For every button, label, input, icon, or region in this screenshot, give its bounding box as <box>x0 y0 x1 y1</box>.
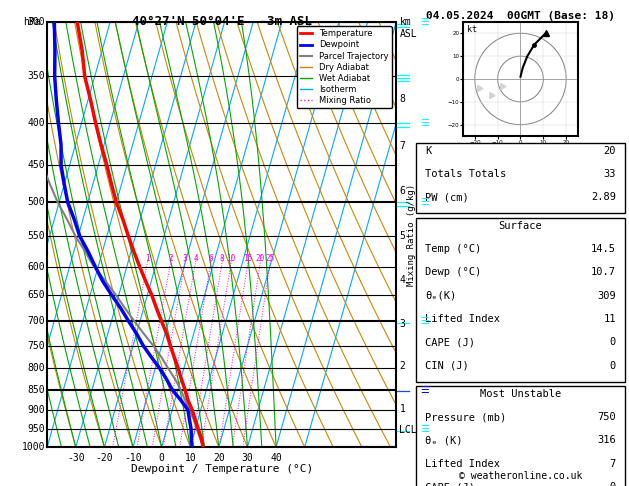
Text: CAPE (J): CAPE (J) <box>425 482 475 486</box>
Text: 900: 900 <box>28 405 45 415</box>
Text: 400: 400 <box>28 119 45 128</box>
Text: 650: 650 <box>28 290 45 300</box>
Text: ☰: ☰ <box>420 385 429 395</box>
Text: Pressure (mb): Pressure (mb) <box>425 412 506 422</box>
Text: 2.89: 2.89 <box>591 192 616 203</box>
Legend: Temperature, Dewpoint, Parcel Trajectory, Dry Adiabat, Wet Adiabat, Isotherm, Mi: Temperature, Dewpoint, Parcel Trajectory… <box>297 26 392 108</box>
Text: 1: 1 <box>145 254 150 262</box>
Text: 10: 10 <box>226 254 236 262</box>
Text: ☰: ☰ <box>420 17 429 27</box>
Text: 600: 600 <box>28 261 45 272</box>
Text: θₑ (K): θₑ (K) <box>425 435 462 446</box>
Text: 5: 5 <box>399 231 405 241</box>
Text: 316: 316 <box>597 435 616 446</box>
Text: 20: 20 <box>603 146 616 156</box>
Text: -10: -10 <box>124 453 142 463</box>
Text: ☰: ☰ <box>420 197 429 208</box>
Text: 3: 3 <box>182 254 187 262</box>
Text: 850: 850 <box>28 385 45 395</box>
Text: 0: 0 <box>610 361 616 371</box>
Text: 0: 0 <box>159 453 165 463</box>
Text: 700: 700 <box>28 316 45 326</box>
Text: 309: 309 <box>597 291 616 301</box>
Text: Dewp (°C): Dewp (°C) <box>425 267 481 278</box>
Text: 30: 30 <box>242 453 253 463</box>
Text: ☰: ☰ <box>420 316 429 326</box>
Text: 6: 6 <box>399 186 405 196</box>
Text: CIN (J): CIN (J) <box>425 361 469 371</box>
Text: Temp (°C): Temp (°C) <box>425 244 481 254</box>
Text: 8: 8 <box>220 254 225 262</box>
Text: 8: 8 <box>399 94 405 104</box>
Text: 2: 2 <box>169 254 173 262</box>
Text: 14.5: 14.5 <box>591 244 616 254</box>
Text: 20: 20 <box>213 453 225 463</box>
Text: Dewpoint / Temperature (°C): Dewpoint / Temperature (°C) <box>131 464 313 474</box>
Text: 750: 750 <box>597 412 616 422</box>
Text: Mixing Ratio (g/kg): Mixing Ratio (g/kg) <box>408 183 416 286</box>
Text: Lifted Index: Lifted Index <box>425 459 500 469</box>
Text: Most Unstable: Most Unstable <box>480 389 561 399</box>
Text: θₑ(K): θₑ(K) <box>425 291 456 301</box>
Text: 7: 7 <box>399 141 405 151</box>
Text: -20: -20 <box>96 453 113 463</box>
Text: 0: 0 <box>610 337 616 347</box>
Text: km
ASL: km ASL <box>400 17 418 38</box>
Text: 350: 350 <box>28 71 45 81</box>
Text: Totals Totals: Totals Totals <box>425 169 506 179</box>
Text: 11: 11 <box>603 314 616 324</box>
Text: 4: 4 <box>399 275 405 285</box>
Text: 550: 550 <box>28 231 45 241</box>
Text: 40°27'N 50°04'E  -3m ASL: 40°27'N 50°04'E -3m ASL <box>131 15 312 28</box>
Text: 04.05.2024  00GMT (Base: 18): 04.05.2024 00GMT (Base: 18) <box>426 11 615 21</box>
Text: 950: 950 <box>28 424 45 434</box>
Text: 2: 2 <box>399 361 405 371</box>
Text: 6: 6 <box>208 254 213 262</box>
Text: CAPE (J): CAPE (J) <box>425 337 475 347</box>
Text: 750: 750 <box>28 341 45 350</box>
Text: PW (cm): PW (cm) <box>425 192 469 203</box>
Text: 7: 7 <box>610 459 616 469</box>
Text: 1000: 1000 <box>22 442 45 452</box>
Text: 25: 25 <box>265 254 275 262</box>
Text: 33: 33 <box>603 169 616 179</box>
Text: ☰: ☰ <box>420 119 429 128</box>
Text: 4: 4 <box>193 254 198 262</box>
Text: 0: 0 <box>610 482 616 486</box>
Text: -30: -30 <box>67 453 85 463</box>
Text: 450: 450 <box>28 160 45 170</box>
Text: LCL: LCL <box>399 425 417 435</box>
Text: Lifted Index: Lifted Index <box>425 314 500 324</box>
Text: 15: 15 <box>243 254 253 262</box>
Text: Surface: Surface <box>499 221 542 231</box>
Text: 800: 800 <box>28 364 45 373</box>
Text: 300: 300 <box>28 17 45 27</box>
Text: © weatheronline.co.uk: © weatheronline.co.uk <box>459 471 582 481</box>
Text: 1: 1 <box>399 404 405 414</box>
Text: 10: 10 <box>184 453 196 463</box>
Text: 500: 500 <box>28 197 45 208</box>
Text: K: K <box>425 146 431 156</box>
Text: ☰: ☰ <box>420 424 429 434</box>
Text: 20: 20 <box>256 254 265 262</box>
Text: 3: 3 <box>399 319 405 329</box>
Text: hPa: hPa <box>23 17 41 27</box>
Text: 10.7: 10.7 <box>591 267 616 278</box>
Text: 40: 40 <box>270 453 282 463</box>
